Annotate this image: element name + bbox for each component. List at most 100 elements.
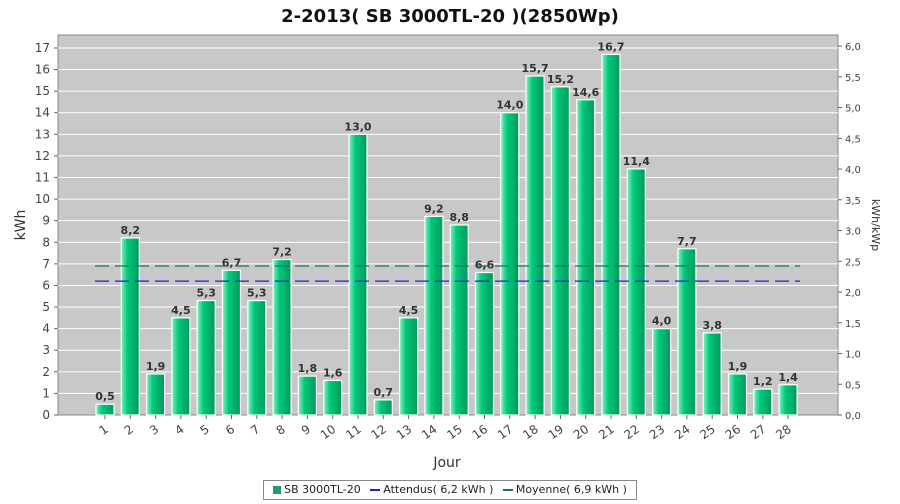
bar bbox=[424, 215, 444, 416]
bar bbox=[247, 299, 267, 416]
bar-value-label: 3,8 bbox=[702, 319, 722, 332]
y-tick-label: 10 bbox=[35, 192, 50, 206]
y2-tick-label: 2,0 bbox=[845, 288, 861, 299]
bar bbox=[550, 86, 571, 416]
chart-title: 2-2013( SB 3000TL-20 )(2850Wp) bbox=[281, 6, 619, 27]
x-axis-label: Jour bbox=[432, 455, 461, 471]
bar bbox=[323, 379, 343, 416]
y2-tick-label: 0,0 bbox=[845, 411, 861, 422]
bar-value-label: 15,2 bbox=[547, 73, 574, 86]
bar-value-label: 8,8 bbox=[449, 211, 469, 224]
bar-value-label: 4,5 bbox=[171, 304, 191, 317]
x-tick-label: 3 bbox=[147, 422, 161, 438]
bar bbox=[221, 269, 242, 416]
bar-value-label: 1,9 bbox=[146, 360, 166, 373]
y-tick-label: 6 bbox=[42, 278, 50, 292]
bar-value-label: 11,4 bbox=[623, 155, 650, 168]
x-tick-label: 5 bbox=[198, 422, 212, 438]
bar bbox=[601, 53, 621, 416]
y-tick-label: 9 bbox=[42, 214, 50, 228]
y-tick-label: 2 bbox=[42, 365, 50, 379]
bar bbox=[196, 299, 216, 416]
bar-value-label: 15,7 bbox=[522, 62, 549, 75]
legend-swatch-expected bbox=[370, 489, 381, 491]
y-tick-label: 11 bbox=[35, 171, 50, 185]
y2-tick-label: 0,5 bbox=[845, 380, 861, 391]
y-tick-label: 5 bbox=[42, 300, 50, 314]
bar bbox=[171, 317, 191, 416]
legend-label-expected: Attendus( 6,2 kWh ) bbox=[383, 483, 494, 496]
bar-value-label: 14,6 bbox=[572, 86, 599, 99]
bar-value-label: 14,0 bbox=[496, 99, 523, 112]
y-tick-label: 16 bbox=[35, 63, 50, 77]
x-tick-label: 15 bbox=[444, 422, 465, 442]
x-tick-label: 9 bbox=[299, 422, 313, 438]
bar bbox=[525, 75, 545, 416]
bar bbox=[727, 373, 748, 416]
bar-value-label: 0,5 bbox=[95, 390, 115, 403]
y2-tick-label: 6,0 bbox=[845, 42, 861, 53]
bar bbox=[272, 258, 292, 416]
bar bbox=[146, 373, 166, 416]
bar bbox=[626, 168, 646, 416]
legend-box: SB 3000TL-20 Attendus( 6,2 kWh ) Moyenne… bbox=[263, 480, 637, 500]
x-tick-label: 2 bbox=[122, 422, 136, 438]
bar-value-label: 1,6 bbox=[323, 366, 343, 379]
y-tick-label: 1 bbox=[42, 386, 50, 400]
bar-value-label: 5,3 bbox=[247, 287, 267, 300]
bar bbox=[677, 248, 697, 416]
bar-value-label: 8,2 bbox=[121, 224, 141, 237]
bar-value-label: 4,0 bbox=[652, 315, 672, 328]
y2-tick-label: 3,5 bbox=[845, 196, 861, 207]
legend-swatch-average bbox=[502, 489, 513, 491]
bar-value-label: 6,7 bbox=[222, 256, 242, 269]
y-tick-label: 17 bbox=[35, 41, 50, 55]
x-tick-label: 21 bbox=[596, 422, 617, 442]
bar bbox=[576, 99, 596, 416]
bar bbox=[778, 384, 798, 416]
bar-value-label: 1,4 bbox=[778, 371, 798, 384]
legend-swatch-production bbox=[273, 486, 282, 494]
x-tick-label: 1 bbox=[96, 422, 110, 438]
bar-value-label: 1,2 bbox=[753, 375, 773, 388]
y-tick-label: 12 bbox=[35, 149, 50, 163]
x-tick-label: 22 bbox=[621, 422, 642, 442]
y-tick-label: 7 bbox=[42, 257, 50, 271]
bar-value-label: 6,6 bbox=[475, 259, 495, 272]
x-tick-label: 8 bbox=[274, 422, 288, 438]
x-tick-label: 27 bbox=[748, 422, 769, 442]
x-tick-label: 25 bbox=[697, 422, 718, 442]
legend-label-production: SB 3000TL-20 bbox=[284, 483, 361, 496]
y-tick-label: 14 bbox=[35, 106, 50, 120]
y2-tick-label: 5,5 bbox=[845, 73, 861, 84]
x-tick-label: 28 bbox=[773, 422, 794, 442]
bar bbox=[702, 332, 722, 416]
y2-axis-label: kWh/kWp bbox=[869, 199, 882, 251]
y2-tick-label: 4,0 bbox=[845, 165, 861, 176]
bar-value-label: 7,7 bbox=[677, 235, 697, 248]
y2-tick-label: 1,5 bbox=[845, 319, 861, 330]
bar bbox=[474, 271, 495, 416]
bar-value-label: 1,9 bbox=[728, 360, 748, 373]
x-tick-label: 20 bbox=[571, 422, 592, 442]
y-tick-label: 0 bbox=[42, 408, 50, 422]
y-tick-label: 13 bbox=[35, 127, 50, 141]
y2-tick-label: 2,5 bbox=[845, 257, 861, 268]
legend-item-average: Moyenne( 6,9 kWh ) bbox=[502, 483, 627, 497]
legend: SB 3000TL-20 Attendus( 6,2 kWh ) Moyenne… bbox=[0, 478, 900, 500]
bar bbox=[753, 388, 773, 416]
x-tick-label: 13 bbox=[394, 422, 415, 442]
x-tick-label: 26 bbox=[723, 422, 744, 442]
x-tick-label: 16 bbox=[470, 422, 491, 442]
x-tick-label: 11 bbox=[343, 422, 364, 442]
x-tick-label: 4 bbox=[172, 422, 186, 438]
x-tick-label: 23 bbox=[647, 422, 668, 442]
bar-value-label: 5,3 bbox=[196, 287, 216, 300]
x-tick-label: 6 bbox=[223, 422, 237, 438]
x-tick-label: 17 bbox=[495, 422, 516, 442]
bar bbox=[399, 317, 419, 416]
bar bbox=[651, 328, 672, 416]
bar bbox=[297, 375, 317, 416]
x-tick-label: 12 bbox=[368, 422, 389, 442]
y-tick-label: 8 bbox=[42, 235, 50, 249]
